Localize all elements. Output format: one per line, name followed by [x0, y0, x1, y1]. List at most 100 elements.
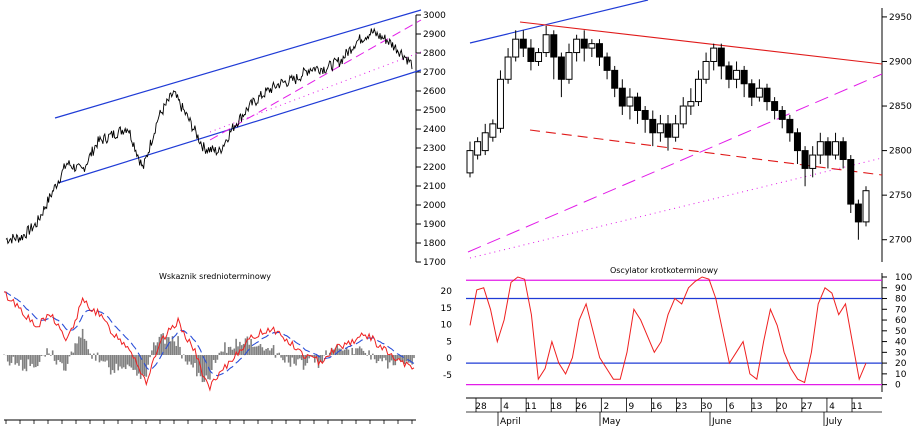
st-candle-body [832, 141, 840, 156]
st-candle [694, 70, 702, 107]
st-candle [793, 128, 801, 164]
os-xtick-label: 6 [729, 402, 735, 412]
st-candle-body [771, 101, 779, 111]
st-candle [809, 146, 817, 178]
st-candle-body [519, 38, 527, 49]
os-ytick-label: 20 [895, 359, 907, 369]
st-candle [664, 114, 672, 151]
st-candle-body [489, 123, 497, 138]
os-xtick-label: 26 [576, 402, 588, 412]
st-candle [778, 106, 786, 129]
lt-ytick-label: 2200 [423, 163, 446, 173]
st-candle-body [801, 150, 809, 169]
os-ytick-label: 100 [895, 273, 912, 283]
medium-term-indicator-chart: Wskaznik srednioterminowy [3, 272, 416, 424]
lt-ytick-label: 2300 [423, 144, 446, 154]
st-candle [755, 79, 763, 102]
os-xtick-label: 28 [475, 402, 487, 412]
st-candle-body [740, 69, 748, 85]
st-candle-body [725, 65, 733, 80]
st-ytick-label: 2900 [889, 57, 912, 67]
st-candle [580, 30, 588, 62]
os-line [469, 276, 867, 384]
st-candle [618, 79, 626, 115]
os-xtick-label: 11 [525, 402, 536, 412]
st-ytick-label: 2950 [889, 13, 912, 23]
st-candle [588, 39, 596, 58]
os-month-label: May [602, 417, 621, 427]
st-candle-body [474, 141, 482, 156]
st-candle-body [466, 150, 474, 174]
st-candle-body [755, 87, 763, 98]
st-candle [824, 137, 832, 169]
long-term-price-chart: 3000 2900 2800 2700 2600 2500 2400 2300 2200 2100… [5, 9, 446, 268]
st-candle-body [557, 56, 565, 80]
st-channel-upper [469, 0, 649, 44]
st-candle [634, 92, 642, 124]
lt-ytick-label: 2600 [423, 87, 446, 97]
st-candle [717, 43, 725, 80]
st-candle-body [481, 132, 489, 152]
st-candle-body [733, 69, 741, 80]
os-xtick-label: 13 [751, 402, 762, 412]
lt-channel-lower [57, 69, 422, 184]
st-candle [535, 48, 543, 66]
st-candle [786, 114, 794, 142]
st-candle [611, 65, 619, 98]
st-candle-body [618, 87, 626, 107]
os-left-ytick-label: 5 [446, 337, 452, 347]
os-xtick-label: 27 [801, 402, 812, 412]
st-candle [763, 83, 771, 111]
st-candle-body [854, 203, 862, 223]
os-ytick-label: 90 [895, 284, 907, 294]
lt-channel-upper [54, 9, 422, 119]
st-candle-body [550, 34, 558, 58]
lt-ytick-label: 2100 [423, 182, 446, 192]
st-candle-body [527, 47, 535, 62]
os-xtick-label: 9 [629, 402, 635, 412]
st-ytick-label: 2700 [889, 236, 912, 246]
st-candle-body [679, 105, 687, 125]
os-left-ytick-label: 15 [441, 304, 452, 314]
st-candle-body [839, 141, 847, 161]
st-candle-body [717, 47, 725, 67]
st-candle [504, 48, 512, 84]
st-candle [481, 123, 489, 156]
os-xtick-label: 4 [503, 402, 509, 412]
st-candle [565, 43, 573, 84]
st-ytick-label: 2800 [889, 147, 912, 157]
st-candle [557, 52, 565, 98]
st-candle-body [809, 154, 817, 169]
st-candle-body [595, 43, 603, 58]
st-candle [710, 43, 718, 71]
st-candle [832, 132, 840, 160]
os-ytick-label: 0 [895, 381, 901, 391]
st-candle [862, 186, 870, 227]
st-candle-body [496, 78, 504, 129]
os-left-ytick-label: 0 [446, 354, 452, 364]
st-candle [854, 199, 862, 240]
lt-ytick-label: 1700 [423, 258, 446, 268]
st-candle [527, 39, 535, 71]
st-candle [740, 65, 748, 98]
os-ytick-label: 70 [895, 305, 907, 315]
st-candle-body [573, 38, 581, 54]
st-ytick-label: 2850 [889, 102, 912, 112]
os-ytick-label: 30 [895, 348, 907, 358]
st-candle-body [687, 101, 695, 107]
os-xtick-label: 11 [851, 402, 862, 412]
os-xtick-label: 4 [829, 402, 835, 412]
st-support [529, 129, 883, 176]
lt-ytick-label: 2700 [423, 68, 446, 78]
st-candle-body [512, 38, 520, 58]
st-candle [641, 106, 649, 133]
st-candle [733, 61, 741, 89]
st-candle [550, 30, 558, 80]
st-candle [702, 52, 710, 84]
os-xtick-label: 2 [603, 402, 609, 412]
medium-term-title: Wskaznik srednioterminowy [159, 272, 271, 281]
st-trend-dotted [469, 157, 883, 259]
st-candle [725, 61, 733, 89]
lt-ytick-label: 1800 [423, 239, 446, 249]
st-candle-body [710, 47, 718, 62]
